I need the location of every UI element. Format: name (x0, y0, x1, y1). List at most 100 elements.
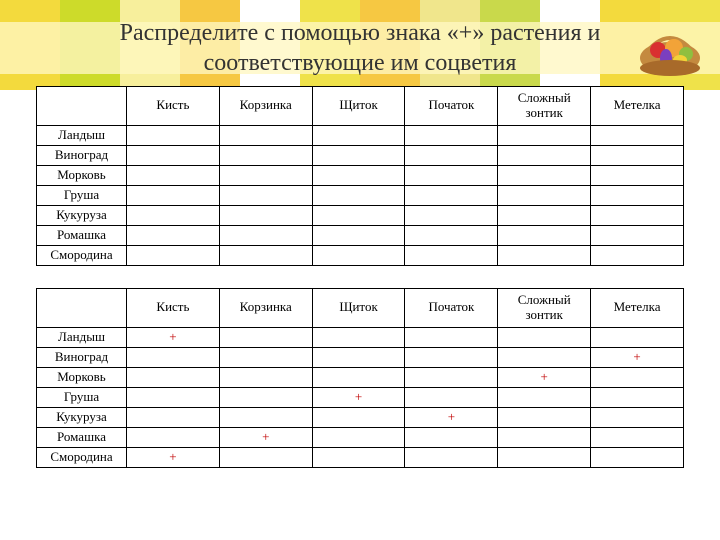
cell (127, 387, 220, 407)
row-header: Морковь (37, 367, 127, 387)
cell (219, 367, 312, 387)
cell (127, 225, 220, 245)
cell (312, 327, 405, 347)
table-row: Ромашка + (37, 427, 684, 447)
cell (312, 145, 405, 165)
cell: + (405, 407, 498, 427)
table-header-row: Кисть Корзинка Щиток Початок Сложныйзонт… (37, 288, 684, 327)
cell (591, 145, 684, 165)
col-header: Початок (405, 87, 498, 126)
row-header: Морковь (37, 165, 127, 185)
cell (219, 407, 312, 427)
cell (591, 367, 684, 387)
table-row: Кукуруза + (37, 407, 684, 427)
cell (591, 125, 684, 145)
cell (591, 225, 684, 245)
table-row: Виноград (37, 145, 684, 165)
cell (312, 367, 405, 387)
cell (127, 205, 220, 225)
cell (312, 125, 405, 145)
row-header: Виноград (37, 347, 127, 367)
cell (591, 165, 684, 185)
row-header: Смородина (37, 245, 127, 265)
cell (127, 145, 220, 165)
cell (591, 387, 684, 407)
table2-body: Ландыш+Виноград+Морковь+Груша+Кукуруза+Р… (37, 327, 684, 467)
cell (498, 407, 591, 427)
title-line-2: соответствующие им соцветия (204, 50, 517, 76)
table-row: Груша+ (37, 387, 684, 407)
table-row: Смородина (37, 245, 684, 265)
cell (127, 165, 220, 185)
row-header: Кукуруза (37, 205, 127, 225)
table-header-row: Кисть Корзинка Щиток Початок Сложныйзонт… (37, 87, 684, 126)
col-header-text: Сложныйзонтик (518, 90, 571, 120)
page-title: Распределите с помощью знака «+» растени… (40, 18, 680, 78)
table-row: Ландыш (37, 125, 684, 145)
cell (591, 185, 684, 205)
cell (405, 347, 498, 367)
cell (498, 225, 591, 245)
cell (127, 367, 220, 387)
cell (312, 205, 405, 225)
table-row: Ромашка (37, 225, 684, 245)
cell (405, 367, 498, 387)
cell (219, 205, 312, 225)
row-header: Груша (37, 185, 127, 205)
cell (405, 125, 498, 145)
cell: + (219, 427, 312, 447)
cell (312, 185, 405, 205)
cell (127, 347, 220, 367)
table-row: Смородина+ (37, 447, 684, 467)
col-header: Кисть (127, 288, 220, 327)
cell (498, 125, 591, 145)
cell: + (498, 367, 591, 387)
header-empty (37, 288, 127, 327)
cell (498, 347, 591, 367)
cell (127, 125, 220, 145)
col-header: Сложныйзонтик (498, 87, 591, 126)
cell (219, 145, 312, 165)
cell (498, 327, 591, 347)
col-header: Метелка (591, 288, 684, 327)
col-header: Кисть (127, 87, 220, 126)
cell (219, 165, 312, 185)
row-header: Ромашка (37, 427, 127, 447)
cell (591, 407, 684, 427)
cell: + (127, 447, 220, 467)
col-header: Метелка (591, 87, 684, 126)
table-row: Морковь + (37, 367, 684, 387)
cell (405, 165, 498, 185)
cell (127, 245, 220, 265)
worksheet-table-answers: Кисть Корзинка Щиток Початок Сложныйзонт… (36, 288, 684, 468)
row-header: Ромашка (37, 225, 127, 245)
col-header: Сложныйзонтик (498, 288, 591, 327)
cell (405, 225, 498, 245)
cell (219, 225, 312, 245)
content-area: Кисть Корзинка Щиток Початок Сложныйзонт… (0, 86, 720, 468)
cell (405, 185, 498, 205)
fruit-basket-icon (630, 8, 710, 78)
cell (591, 447, 684, 467)
cell: + (127, 327, 220, 347)
row-header: Ландыш (37, 327, 127, 347)
row-header: Ландыш (37, 125, 127, 145)
cell (127, 427, 220, 447)
cell (312, 165, 405, 185)
cell (498, 447, 591, 467)
cell (405, 387, 498, 407)
cell: + (591, 347, 684, 367)
worksheet-table-blank: Кисть Корзинка Щиток Початок Сложныйзонт… (36, 86, 684, 266)
cell (127, 407, 220, 427)
table-row: Ландыш+ (37, 327, 684, 347)
cell (498, 205, 591, 225)
col-header: Початок (405, 288, 498, 327)
col-header: Корзинка (219, 288, 312, 327)
table-row: Виноград + (37, 347, 684, 367)
cell (312, 427, 405, 447)
table-row: Кукуруза (37, 205, 684, 225)
table-row: Груша (37, 185, 684, 205)
row-header: Кукуруза (37, 407, 127, 427)
col-header: Корзинка (219, 87, 312, 126)
cell (312, 347, 405, 367)
